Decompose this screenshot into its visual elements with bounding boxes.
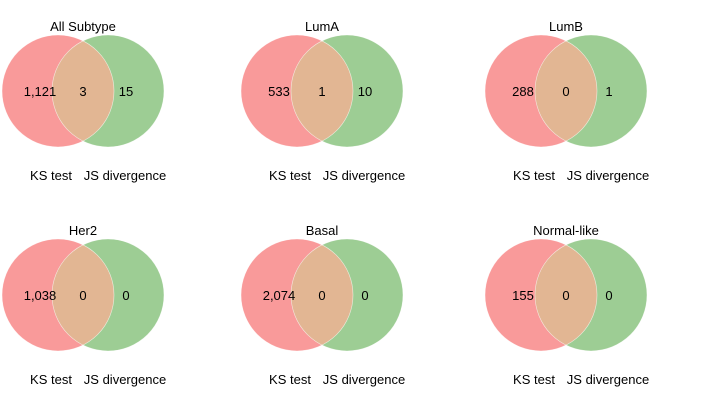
ks-test-only-count: 155 xyxy=(512,288,534,303)
ks-test-outline xyxy=(240,34,354,148)
ks-test-label: KS test xyxy=(513,372,555,387)
overlap-region xyxy=(52,239,114,351)
js-divergence-only-count: 1 xyxy=(605,84,612,99)
panel-title: All Subtype xyxy=(50,19,116,34)
js-divergence-label: JS divergence xyxy=(567,168,649,183)
js-divergence-outline xyxy=(534,238,648,352)
ks-test-only-count: 1,121 xyxy=(24,84,57,99)
ks-test-outline xyxy=(240,238,354,352)
js-divergence-outline xyxy=(534,34,648,148)
overlap-count: 0 xyxy=(79,288,86,303)
overlap-region xyxy=(52,35,114,147)
venn-panel: Her2 1,038 0 0 KS test JS divergence xyxy=(1,223,166,387)
js-divergence-only-count: 0 xyxy=(122,288,129,303)
panel-title: LumA xyxy=(305,19,339,34)
overlap-count: 1 xyxy=(318,84,325,99)
overlap-count: 0 xyxy=(318,288,325,303)
panel-title: Normal-like xyxy=(533,223,599,238)
overlap-count: 0 xyxy=(562,84,569,99)
js-divergence-label: JS divergence xyxy=(84,168,166,183)
ks-test-outline xyxy=(484,238,598,352)
ks-test-only-count: 1,038 xyxy=(24,288,57,303)
js-divergence-outline xyxy=(290,238,404,352)
js-divergence-label: JS divergence xyxy=(567,372,649,387)
ks-test-outline xyxy=(1,238,115,352)
overlap-count: 3 xyxy=(79,84,86,99)
js-divergence-label: JS divergence xyxy=(323,168,405,183)
panel-title: Basal xyxy=(306,223,339,238)
panel-title: LumB xyxy=(549,19,583,34)
js-divergence-outline xyxy=(51,34,165,148)
js-divergence-only-count: 10 xyxy=(358,84,372,99)
js-divergence-only-count: 0 xyxy=(361,288,368,303)
ks-test-outline xyxy=(484,34,598,148)
overlap-region xyxy=(535,35,597,147)
js-divergence-outline xyxy=(290,34,404,148)
js-divergence-outline xyxy=(51,238,165,352)
overlap-region xyxy=(291,35,353,147)
venn-panel: LumA 533 1 10 KS test JS divergence xyxy=(240,19,405,183)
js-divergence-label: JS divergence xyxy=(323,372,405,387)
ks-test-only-count: 288 xyxy=(512,84,534,99)
ks-test-outline xyxy=(1,34,115,148)
venn-panel: LumB 288 0 1 KS test JS divergence xyxy=(484,19,649,183)
ks-test-label: KS test xyxy=(269,372,311,387)
overlap-count: 0 xyxy=(562,288,569,303)
ks-test-only-count: 533 xyxy=(268,84,290,99)
js-divergence-only-count: 0 xyxy=(605,288,612,303)
ks-test-label: KS test xyxy=(269,168,311,183)
venn-panel: Basal 2,074 0 0 KS test JS divergence xyxy=(240,223,405,387)
venn-panel: Normal-like 155 0 0 KS test JS divergence xyxy=(484,223,649,387)
overlap-region xyxy=(291,239,353,351)
overlap-region xyxy=(535,239,597,351)
ks-test-only-count: 2,074 xyxy=(263,288,296,303)
panel-title: Her2 xyxy=(69,223,97,238)
js-divergence-only-count: 15 xyxy=(119,84,133,99)
ks-test-label: KS test xyxy=(30,372,72,387)
js-divergence-label: JS divergence xyxy=(84,372,166,387)
venn-panel: All Subtype 1,121 3 15 KS test JS divergence xyxy=(1,19,166,183)
ks-test-label: KS test xyxy=(30,168,72,183)
ks-test-label: KS test xyxy=(513,168,555,183)
